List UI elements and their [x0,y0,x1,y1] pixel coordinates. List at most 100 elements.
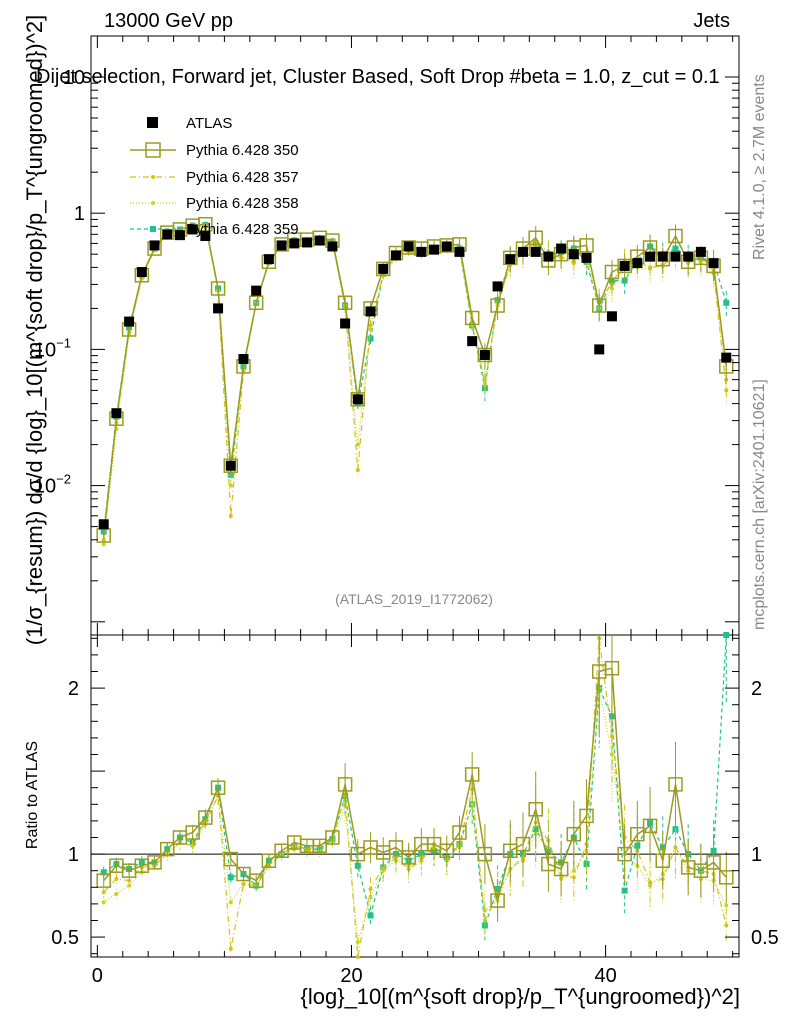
main-point-350 [668,228,683,244]
main-point-atlas [378,263,389,274]
main-point-atlas [213,303,224,314]
main-point-357 [571,261,576,266]
main-point-atlas [187,224,198,235]
ratio-point-350 [490,893,505,908]
main-point-350 [477,347,493,363]
main-point-atlas [708,258,719,269]
y-tick-label-ratio-right: 1 [751,844,762,866]
main-point-350 [490,298,505,313]
ratio-point-350 [477,846,493,862]
main-point-357 [648,265,653,270]
ratio-point-350 [452,825,467,840]
main-point-atlas [225,460,236,471]
main-point-atlas [289,238,300,249]
x-tick-label: 40 [594,965,616,987]
main-point-atlas [721,352,732,363]
main-point-350 [350,392,366,407]
main-point-atlas [263,254,274,265]
ratio-panel [91,632,739,959]
legend-marker-350 [145,142,161,158]
main-point-atlas [403,241,414,252]
main-point-atlas [670,251,681,262]
main-point-350 [248,295,264,311]
main-point-atlas [327,241,338,252]
ratio-point-357 [571,875,576,880]
ratio-point-357 [101,890,106,895]
main-point-350 [223,458,239,473]
ratio-point-358 [101,900,106,905]
main-point-atlas [162,229,173,240]
main-point-atlas [416,246,427,257]
legend-marker-358 [151,201,155,205]
legend-label-350: Pythia 6.428 350 [186,142,299,159]
ratio-point-357 [127,878,132,883]
ratio-point-357 [724,923,729,928]
main-point-358 [355,442,360,447]
process-label: Jets [693,10,730,32]
y-tick-label-ratio-left: 2 [68,678,79,700]
ratio-point-358 [127,883,132,888]
ratio-point-350 [325,830,340,845]
main-panel [96,216,734,548]
ratio-point-358 [355,940,360,945]
ratio-point-357 [673,845,678,850]
y-tick-label-main: 10 [63,67,85,89]
main-point-350 [503,250,518,266]
ratio-point-359 [583,861,590,868]
ratio-point-357 [190,843,195,848]
main-point-atlas [606,311,617,322]
x-tick-label: 0 [92,965,103,987]
main-point-atlas [276,240,287,251]
ratio-point-350 [604,660,620,676]
main-point-atlas [619,260,630,271]
ratio-point-357 [241,881,246,886]
ratio-point-359 [367,912,374,919]
legend-label-357: Pythia 6.428 357 [186,169,299,186]
y-tick-label-main: 10−1 [34,335,71,361]
ratio-point-357 [355,955,360,959]
main-point-359 [367,335,374,342]
ratio-point-350 [198,810,213,825]
legend-marker-atlas [147,117,158,128]
main-point-atlas [454,246,465,257]
x-axis-title: {log}_10[(m^{soft drop}/p_T^{ungroomed})… [301,984,740,1009]
ratio-line-358 [103,687,727,943]
ratio-point-350 [248,873,264,888]
ratio-point-358 [571,868,576,873]
main-point-atlas [479,349,490,360]
main-point-350 [464,310,480,326]
main-point-atlas [683,251,694,262]
main-point-357 [368,323,373,328]
main-line-350 [102,223,728,536]
ratio-point-350 [617,846,632,862]
main-point-atlas [340,318,351,329]
ratio-point-350 [668,777,683,792]
main-line-358 [103,225,727,545]
ratio-point-357 [419,858,424,863]
main-series-358 [101,223,729,548]
main-point-atlas [556,243,567,254]
ratio-point-358 [228,900,233,905]
main-point-atlas [543,251,554,262]
ratio-point-357 [368,886,373,891]
ratio-point-350 [553,861,569,877]
ratio-point-350 [719,870,734,885]
analysis-label: (ATLAS_2019_I1772062) [335,591,493,607]
main-series-359 [100,221,730,535]
ratio-point-350 [642,818,658,834]
main-point-359 [723,299,730,306]
y-tick-label-main: 1 [74,203,85,225]
ratio-point-350 [274,843,289,859]
main-point-atlas [149,240,160,251]
main-point-358 [101,542,106,547]
main-point-atlas [200,231,211,242]
main-point-atlas [530,246,541,257]
main-point-atlas [594,344,605,355]
main-point-atlas [632,258,643,269]
main-point-atlas [695,246,706,257]
legend-label-358: Pythia 6.428 358 [186,195,299,212]
main-point-357 [355,468,360,473]
main-point-atlas [581,252,592,263]
ratio-line-350 [103,667,727,904]
main-point-atlas [390,250,401,261]
